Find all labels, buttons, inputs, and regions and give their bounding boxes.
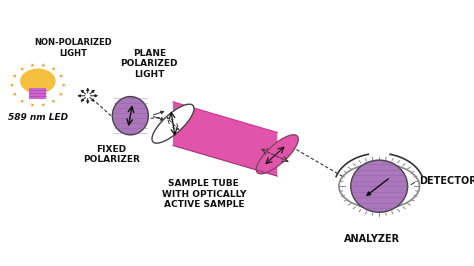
Ellipse shape <box>112 97 148 135</box>
Ellipse shape <box>152 104 194 143</box>
Bar <box>29 88 46 99</box>
Text: 589 nm LED: 589 nm LED <box>8 113 68 122</box>
Polygon shape <box>173 102 277 176</box>
Ellipse shape <box>351 160 408 212</box>
Text: ANALYZER: ANALYZER <box>344 234 400 244</box>
Text: SAMPLE TUBE
WITH OPTICALLY
ACTIVE SAMPLE: SAMPLE TUBE WITH OPTICALLY ACTIVE SAMPLE <box>162 179 246 209</box>
Text: PLANE
POLARIZED
LIGHT: PLANE POLARIZED LIGHT <box>120 49 178 79</box>
Circle shape <box>339 164 419 209</box>
Text: NON-POLARIZED
LIGHT: NON-POLARIZED LIGHT <box>35 38 112 57</box>
Ellipse shape <box>256 135 298 174</box>
Text: FIXED
POLARIZER: FIXED POLARIZER <box>83 145 140 164</box>
Ellipse shape <box>20 69 56 94</box>
Text: DETECTOR: DETECTOR <box>419 176 474 186</box>
